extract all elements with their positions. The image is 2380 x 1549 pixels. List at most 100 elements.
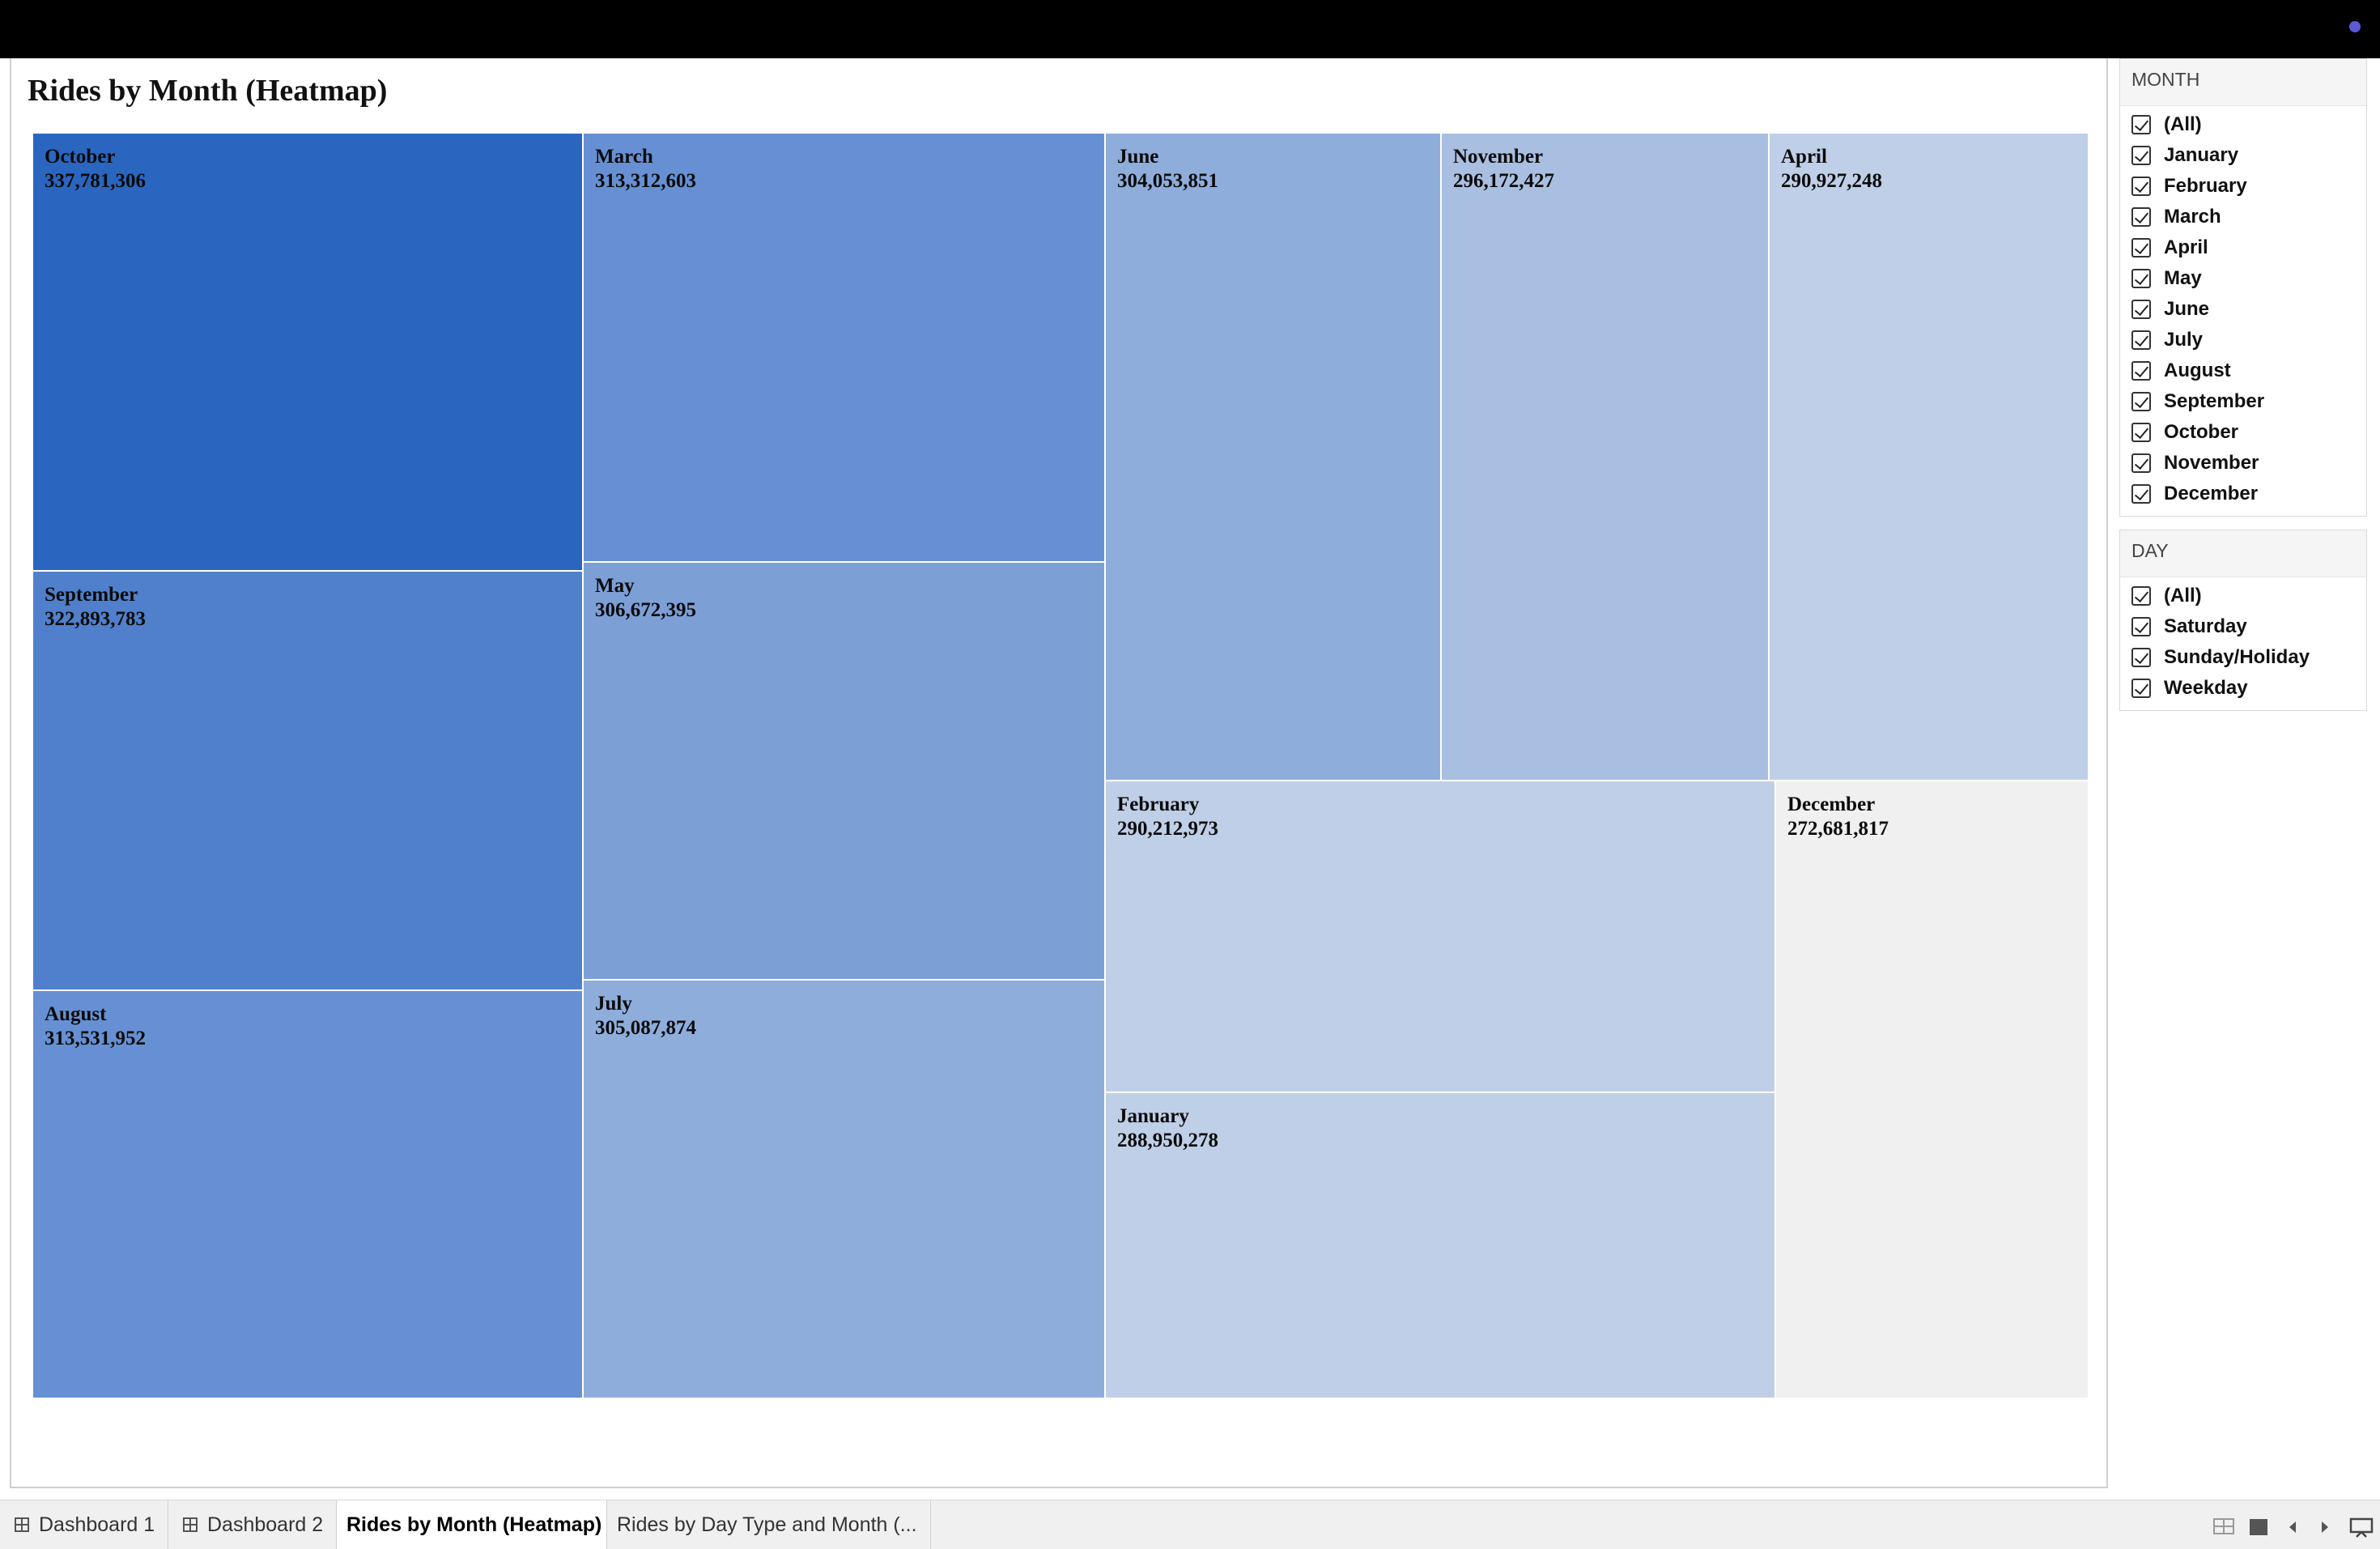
day-filter-item[interactable]: (All) [2120, 582, 2366, 613]
filter-item-label: February [2164, 175, 2247, 197]
checkbox-checked-icon[interactable] [2131, 361, 2151, 381]
tile-month-name: November [1453, 146, 1544, 168]
tile-ride-count: 304,053,851 [1117, 170, 1218, 192]
filter-item-label: Weekday [2164, 677, 2248, 699]
month-filter-item[interactable]: July [2120, 326, 2366, 357]
tile-month-name: August [45, 1003, 107, 1025]
month-filter-item[interactable]: April [2120, 234, 2366, 265]
tile-label: April 290,927,248 [1781, 145, 1882, 194]
month-filter-item[interactable]: August [2120, 357, 2366, 388]
tile-ride-count: 322,893,783 [45, 608, 146, 630]
checkbox-checked-icon[interactable] [2131, 115, 2151, 134]
tab-rides-by-month-heatmap[interactable]: Rides by Month (Heatmap) [337, 1500, 607, 1549]
tile-ride-count: 337,781,306 [45, 170, 146, 192]
filter-item-label: (All) [2164, 113, 2202, 135]
checkbox-checked-icon[interactable] [2131, 146, 2151, 165]
treemap-tile-september[interactable]: September 322,893,783 [32, 571, 583, 990]
month-filter-item[interactable]: February [2120, 172, 2366, 203]
tile-month-name: October [45, 146, 116, 168]
treemap-tile-february[interactable]: February 290,212,973 [1105, 781, 1775, 1092]
tile-month-name: July [595, 993, 632, 1015]
tile-ride-count: 296,172,427 [1453, 170, 1554, 192]
tile-ride-count: 272,681,817 [1787, 818, 1889, 840]
tile-ride-count: 313,312,603 [595, 170, 696, 192]
tab-label: Rides by Month (Heatmap) [346, 1513, 602, 1536]
tile-month-name: January [1117, 1105, 1189, 1127]
filter-item-label: December [2164, 483, 2259, 504]
checkbox-checked-icon[interactable] [2131, 330, 2151, 350]
month-filter-item[interactable]: September [2120, 388, 2366, 419]
filter-item-label: January [2164, 144, 2239, 166]
tile-label: June 304,053,851 [1117, 145, 1218, 194]
filter-item-label: Sunday/Holiday [2164, 646, 2310, 668]
tile-label: February 290,212,973 [1117, 793, 1218, 841]
day-filter-item[interactable]: Saturday [2120, 613, 2366, 644]
tile-label: September 322,893,783 [45, 583, 146, 632]
month-filter-item[interactable]: (All) [2120, 111, 2366, 142]
treemap-tile-april[interactable]: April 290,927,248 [1769, 133, 2089, 781]
filter-item-label: Saturday [2164, 615, 2247, 637]
checkbox-checked-icon[interactable] [2131, 392, 2151, 411]
dashboard-grid-icon [183, 1517, 198, 1532]
tile-label: November 296,172,427 [1453, 145, 1554, 194]
tile-ride-count: 290,927,248 [1781, 170, 1882, 192]
treemap-tile-august[interactable]: August 313,531,952 [32, 990, 583, 1398]
checkbox-checked-icon[interactable] [2131, 586, 2151, 606]
treemap-tile-december[interactable]: December 272,681,817 [1775, 781, 2089, 1398]
tile-label: December 272,681,817 [1787, 793, 1889, 841]
treemap-tile-january[interactable]: January 288,950,278 [1105, 1092, 1775, 1398]
tab-label: Dashboard 1 [39, 1513, 155, 1536]
previous-sheet-icon[interactable] [2286, 1520, 2299, 1534]
month-filter-item[interactable]: January [2120, 142, 2366, 172]
status-dot-icon [2349, 21, 2361, 32]
treemap-tile-july[interactable]: July 305,087,874 [583, 980, 1105, 1398]
filter-item-label: October [2164, 421, 2239, 443]
tile-label: May 306,672,395 [595, 574, 696, 623]
checkbox-checked-icon[interactable] [2131, 423, 2151, 442]
next-sheet-icon[interactable] [2318, 1520, 2331, 1534]
checkbox-checked-icon[interactable] [2131, 679, 2151, 698]
presentation-mode-icon[interactable] [2349, 1517, 2374, 1538]
tile-month-name: December [1787, 794, 1876, 815]
sheet-sorter-icon[interactable] [2213, 1518, 2234, 1534]
tile-month-name: September [45, 584, 138, 606]
treemap-tile-october[interactable]: October 337,781,306 [32, 133, 583, 571]
tab-rides-by-day-type-and-month[interactable]: Rides by Day Type and Month (... [607, 1500, 931, 1549]
tile-label: October 337,781,306 [45, 145, 146, 194]
tab-dashboard-2[interactable]: Dashboard 2 [168, 1500, 337, 1549]
dashboard-grid-icon [15, 1517, 29, 1532]
treemap-tile-november[interactable]: November 296,172,427 [1441, 133, 1769, 781]
filter-item-label: September [2164, 390, 2265, 412]
checkbox-checked-icon[interactable] [2131, 177, 2151, 196]
treemap-tile-june[interactable]: June 304,053,851 [1105, 133, 1441, 781]
checkbox-checked-icon[interactable] [2131, 300, 2151, 319]
filmstrip-view-icon[interactable] [2249, 1518, 2268, 1536]
checkbox-checked-icon[interactable] [2131, 453, 2151, 473]
month-filter-item[interactable]: March [2120, 203, 2366, 234]
treemap-tile-march[interactable]: March 313,312,603 [583, 133, 1105, 562]
month-filter-item[interactable]: November [2120, 449, 2366, 480]
month-filter-item[interactable]: May [2120, 265, 2366, 296]
tab-dashboard-1[interactable]: Dashboard 1 [0, 1500, 168, 1549]
month-filter-item[interactable]: June [2120, 296, 2366, 326]
tile-ride-count: 290,212,973 [1117, 818, 1218, 840]
checkbox-checked-icon[interactable] [2131, 648, 2151, 667]
tile-ride-count: 306,672,395 [595, 599, 696, 621]
tile-label: July 305,087,874 [595, 992, 696, 1040]
checkbox-checked-icon[interactable] [2131, 484, 2151, 504]
checkbox-checked-icon[interactable] [2131, 269, 2151, 288]
filter-item-label: July [2164, 329, 2204, 351]
top-bar [0, 0, 2380, 58]
day-filter-item[interactable]: Sunday/Holiday [2120, 644, 2366, 674]
checkbox-checked-icon[interactable] [2131, 617, 2151, 636]
filter-item-label: April [2164, 236, 2208, 258]
checkbox-checked-icon[interactable] [2131, 207, 2151, 227]
checkbox-checked-icon[interactable] [2131, 238, 2151, 257]
day-filter-header: DAY [2120, 530, 2366, 577]
treemap-tile-may[interactable]: May 306,672,395 [583, 562, 1105, 980]
month-filter-item[interactable]: October [2120, 419, 2366, 449]
month-filter-item[interactable]: December [2120, 480, 2366, 511]
tile-month-name: March [595, 146, 653, 168]
day-filter-item[interactable]: Weekday [2120, 674, 2366, 705]
tile-month-name: May [595, 575, 635, 597]
